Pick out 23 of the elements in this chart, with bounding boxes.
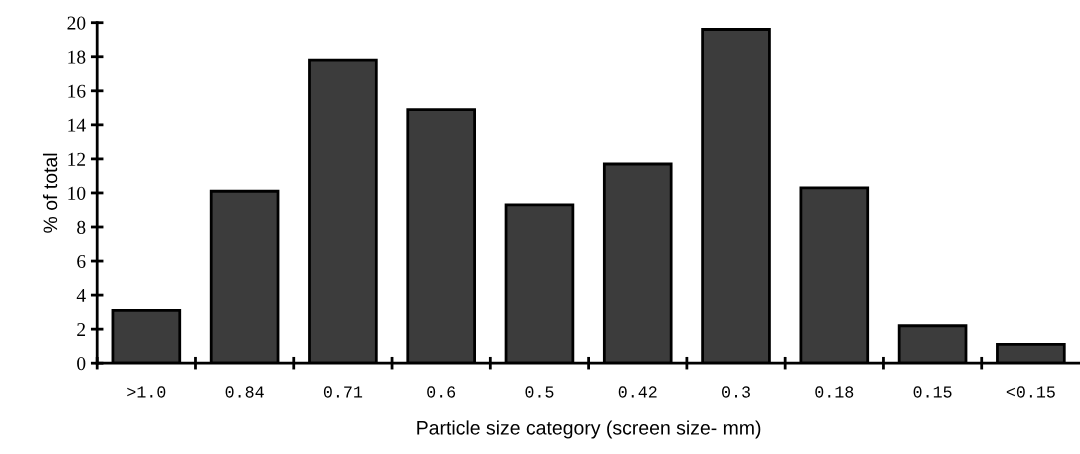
x-tick-label: 0.42 — [618, 386, 657, 398]
y-tick-label: 20 — [67, 16, 86, 30]
x-tick-label: >1.0 — [127, 386, 166, 398]
y-tick-label: 14 — [68, 118, 86, 132]
x-tick-label: 0.84 — [225, 386, 264, 398]
y-tick-label: 4 — [76, 289, 86, 302]
y-tick-label: 10 — [68, 186, 86, 200]
y-tick-label: 18 — [68, 50, 86, 64]
y-axis-title: % of total — [42, 153, 58, 233]
x-axis-title: Particle size category (screen size- mm) — [417, 420, 761, 439]
y-tick-label: 0 — [77, 357, 86, 371]
x-tick-label: 0.6 — [427, 386, 456, 398]
x-tick-label: <0.15 — [1006, 386, 1055, 398]
x-tick-label: 0.5 — [525, 386, 554, 398]
x-tick-label: 0.18 — [815, 386, 854, 398]
x-tick-label: 0.71 — [323, 386, 363, 398]
y-tick-label: 6 — [77, 254, 86, 268]
y-tick-label: 8 — [77, 220, 86, 234]
y-tick-label: 12 — [68, 152, 86, 166]
y-tick-label: 16 — [68, 84, 86, 98]
y-tick-label: 2 — [77, 323, 86, 336]
x-tick-label: 0.15 — [913, 386, 952, 398]
x-tick-label: 0.3 — [722, 386, 750, 398]
